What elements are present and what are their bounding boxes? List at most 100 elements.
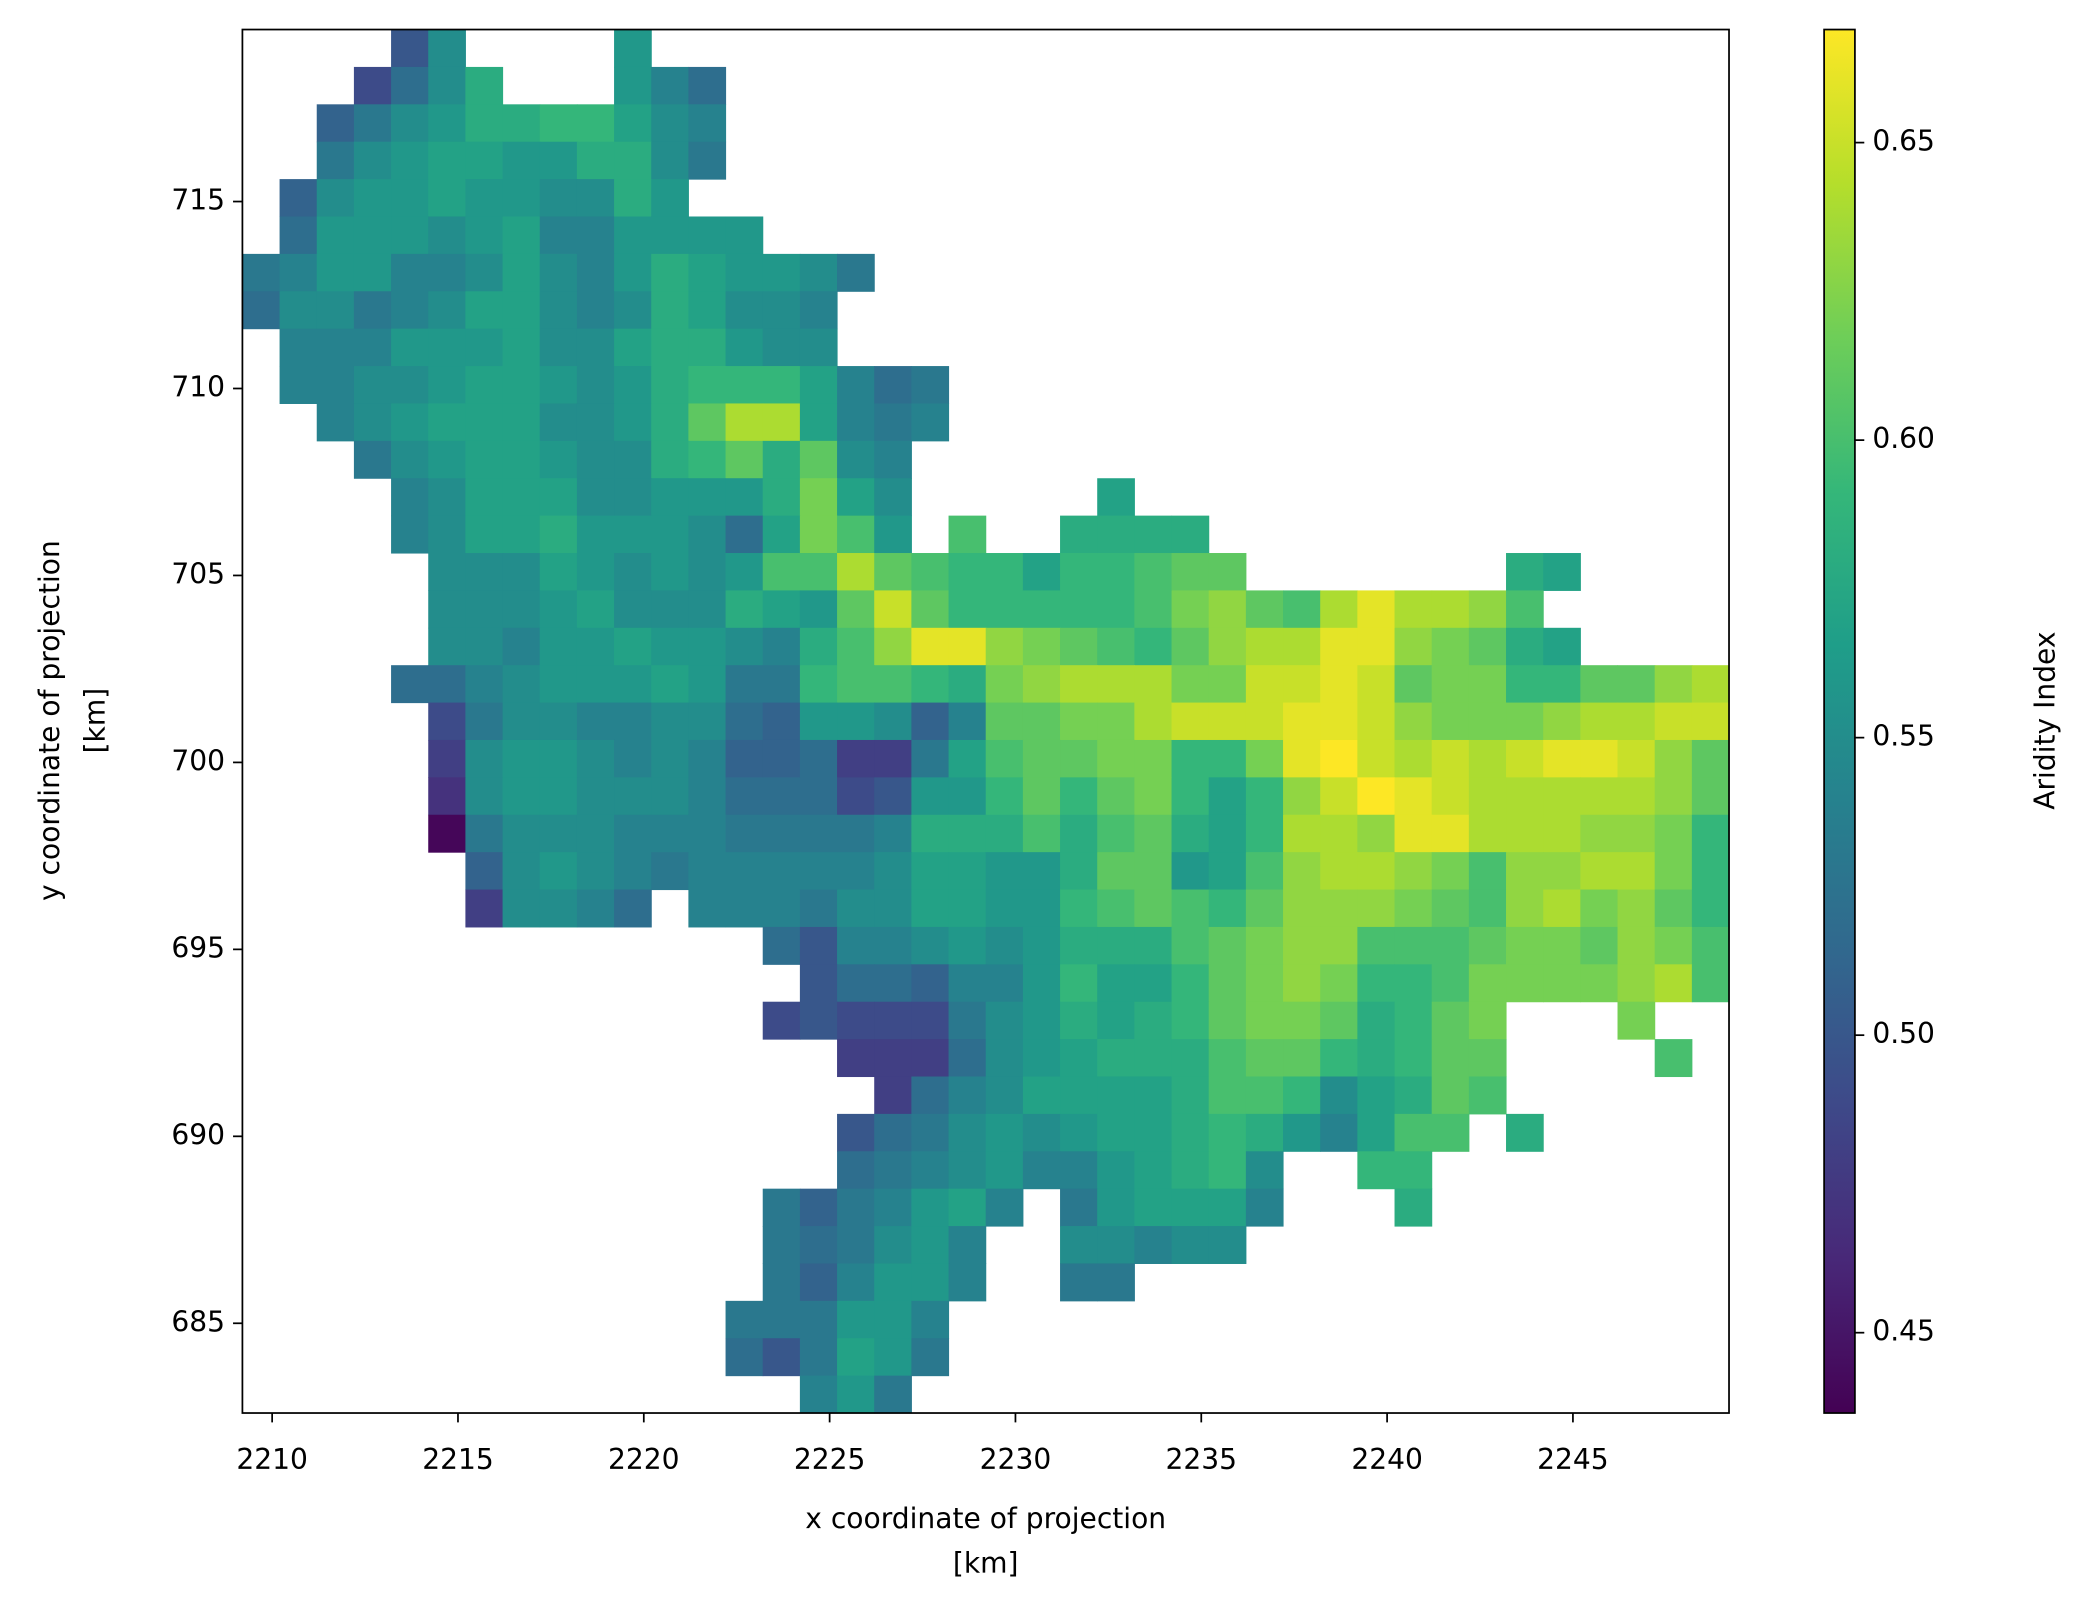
cell [837,852,875,891]
cell [985,964,1024,1003]
cell [1097,478,1135,517]
cell [1171,889,1210,928]
cell [911,889,950,928]
cell [1208,1039,1247,1078]
cell [1691,852,1730,891]
cell [799,291,838,330]
cell [1245,852,1284,891]
cell [1394,926,1433,965]
x-tick-label: 2215 [422,1443,494,1476]
cell [1208,926,1247,965]
cell [799,889,838,928]
cell [576,590,615,629]
y-tick-label: 715 [171,184,225,217]
cell [1134,852,1173,891]
cell [1394,1076,1433,1115]
cell [1320,1039,1358,1078]
cell [688,66,727,105]
cell [316,104,355,143]
cell [1097,852,1135,891]
cell [725,814,764,853]
cell [799,702,838,741]
colorbar-tick-label: 0.55 [1872,720,1935,753]
cell [874,478,912,517]
cell [948,1039,987,1078]
cell [874,553,912,591]
cell [614,665,652,704]
cell [799,590,838,629]
cell [614,29,652,68]
cell [1134,926,1173,965]
cell [911,1263,950,1302]
cell [1283,702,1321,741]
cell [279,328,318,367]
cell [1171,515,1210,554]
cell [688,104,727,143]
cell [837,253,875,292]
cell [576,627,615,666]
cell [762,403,801,442]
cell [1654,777,1693,816]
cell [762,1338,801,1377]
cell [1245,1188,1284,1227]
cell [1171,553,1210,591]
cell [614,702,652,741]
cell [1022,926,1061,965]
cell [1208,1151,1247,1190]
cell [1394,964,1433,1003]
cell [837,553,875,591]
cell [1506,1113,1544,1152]
cell [799,964,838,1003]
cell [1245,627,1284,666]
cell [1654,814,1693,853]
cell [539,702,578,741]
cell [1208,1226,1247,1264]
cell [1134,702,1173,741]
cell [1097,515,1135,554]
cell [1506,627,1544,666]
cell [799,1188,838,1227]
cell [985,702,1024,741]
x-tick-label: 2225 [794,1443,866,1476]
cell [725,889,764,928]
cell [651,253,689,292]
cell [948,926,987,965]
cell [688,739,727,778]
cell [837,964,875,1003]
cell [688,403,727,442]
cell [985,1151,1024,1190]
cell [1357,777,1396,816]
cell [762,739,801,778]
cell [1320,852,1358,891]
cell [1357,1113,1396,1152]
cell [1431,852,1470,891]
cell [1506,852,1544,891]
cell [688,553,727,591]
cell [428,814,466,853]
cell [1543,665,1581,704]
cell [428,179,466,218]
cell [911,964,950,1003]
cell [353,253,392,292]
cell [1543,553,1581,591]
cell [1468,1076,1507,1115]
cell [1394,1151,1433,1190]
cell [465,291,504,330]
cell [688,216,727,255]
cell [837,478,875,517]
cell [1060,1226,1098,1264]
cell [985,889,1024,928]
cell [1617,739,1656,778]
cell [911,702,950,741]
cell [1134,1113,1173,1152]
cell [539,478,578,517]
cell [279,291,318,330]
cell [1468,702,1507,741]
cell [576,702,615,741]
cell [539,777,578,816]
cell [614,515,652,554]
cell [1022,553,1061,591]
cell [874,1263,912,1302]
cell [1357,1151,1396,1190]
y-tick-label: 705 [171,557,225,590]
